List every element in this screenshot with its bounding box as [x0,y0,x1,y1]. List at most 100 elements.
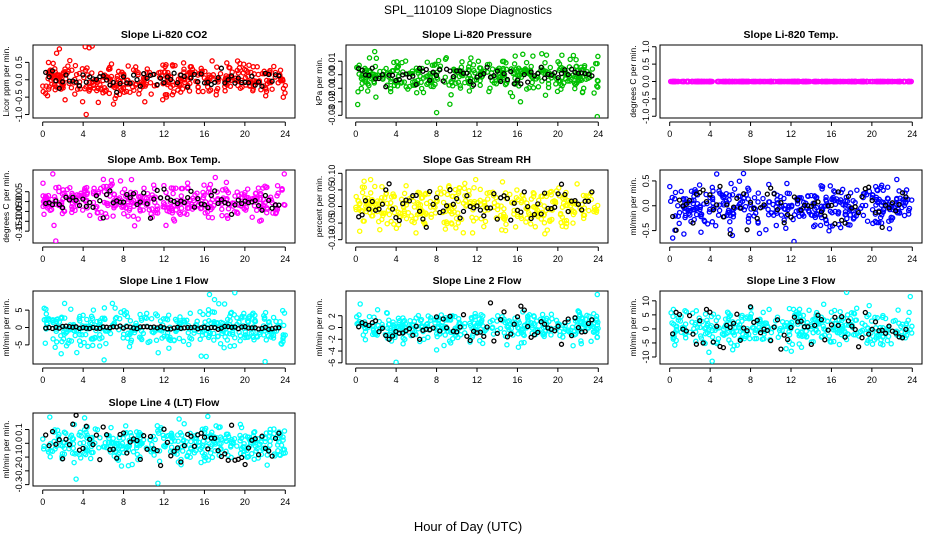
data-point [122,423,129,429]
reference-point [225,77,231,83]
x-tick-label: 20 [867,254,877,264]
reference-point [46,442,52,449]
reference-point [730,320,737,326]
data-point [542,92,549,98]
data-point [263,86,269,92]
reference-point [427,77,433,83]
reference-point [876,209,882,215]
y-tick-label: -1.0 [14,107,24,123]
data-point [89,70,95,76]
data-point [173,185,179,191]
y-tick-label: -0.05 [14,201,24,222]
figure-title: SPL_110109 Slope Diagnostics [384,3,552,17]
reference-point [56,85,62,91]
data-point [422,191,429,198]
reference-point [252,197,258,204]
reference-point [97,456,103,463]
data-point [383,191,389,198]
reference-point [521,189,527,195]
data-point [67,57,73,64]
reference-point [63,72,69,78]
data-point [269,86,275,92]
reference-point [120,74,127,80]
reference-point [460,312,467,318]
data-point [479,340,486,347]
data-point [270,210,276,216]
data-point [530,204,537,210]
reference-point [157,75,164,81]
data-point [121,186,128,192]
data-point [518,215,525,222]
data-point [817,222,824,229]
data-point [224,215,231,222]
data-point [713,171,720,177]
reference-point [869,326,875,332]
reference-point [572,197,578,204]
data-point [389,68,395,74]
data-point [860,78,867,85]
data-point [206,318,212,324]
data-point [903,332,910,339]
reference-point [383,187,389,193]
data-point [884,337,891,344]
y-tick-label: -0.01 [327,78,337,99]
data-point [810,223,817,230]
points-group [353,170,601,237]
data-point [789,320,795,326]
x-tick-label: 8 [121,254,126,264]
reference-point [56,437,62,443]
data-point [819,186,825,192]
reference-point [43,69,49,76]
data-point [73,71,80,78]
reference-point [225,201,231,207]
x-tick-label: 8 [434,254,439,264]
data-point [530,85,537,91]
figure-xlabel: Hour of Day (UTC) [414,519,522,534]
data-point [63,343,70,349]
x-tick-label: 24 [280,254,290,264]
data-point [277,318,283,325]
reference-point [100,215,106,221]
data-point [356,71,362,77]
data-point [127,430,134,436]
data-point [874,187,880,193]
data-point [888,217,895,223]
data-point [243,67,249,74]
data-point [141,185,147,191]
data-point [765,206,771,213]
data-point [197,336,203,343]
data-point [890,318,897,324]
data-point [726,337,732,343]
data-point [672,189,679,196]
data-point [675,317,682,323]
reference-point [413,323,419,329]
data-point [270,314,277,321]
data-point [176,416,182,422]
data-point [200,311,206,318]
y-tick-label: 0.05 [14,183,24,201]
y-axis: -0.03-0.02-0.010.000.01 [327,52,343,126]
data-point [163,222,169,229]
data-point [81,74,87,81]
reference-point [76,202,83,209]
data-point [170,190,176,197]
data-point [380,210,387,216]
reference-point [673,227,679,233]
reference-point [805,324,811,330]
reference-point [168,76,174,83]
reference-point [433,314,440,320]
reference-point [376,328,382,335]
reference-point [396,217,402,224]
data-point [781,217,787,223]
data-point [355,89,361,95]
data-point [524,206,530,212]
y-tick-label: -0.10 [327,229,337,250]
data-point [362,336,369,343]
data-point [593,326,599,332]
data-point [89,335,96,342]
data-point [740,170,747,177]
data-point [446,338,453,344]
data-point [905,207,912,214]
data-point [261,312,267,319]
